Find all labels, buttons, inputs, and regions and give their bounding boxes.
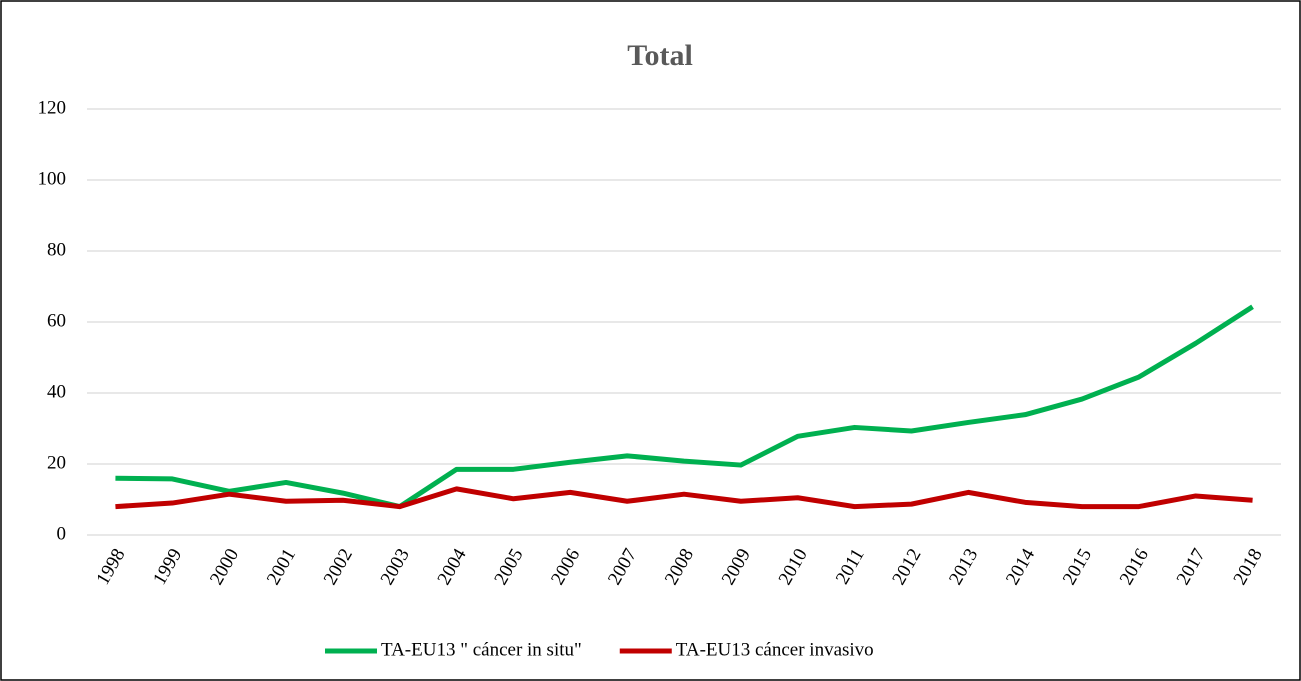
y-tick-label: 100	[38, 168, 67, 189]
series-line	[115, 486, 1253, 510]
legend-label: TA-EU13 " cáncer in situ"	[381, 639, 582, 660]
y-tick-label: 60	[47, 310, 66, 331]
legend-label: TA-EU13 cáncer invasivo	[676, 639, 874, 660]
series-line	[115, 304, 1254, 510]
y-tick-label: 80	[47, 239, 66, 260]
chart-title: Total	[627, 39, 693, 72]
y-tick-label: 40	[47, 381, 66, 402]
y-tick-label: 0	[57, 523, 67, 544]
y-tick-label: 20	[47, 452, 66, 473]
y-tick-label: 120	[38, 97, 67, 118]
